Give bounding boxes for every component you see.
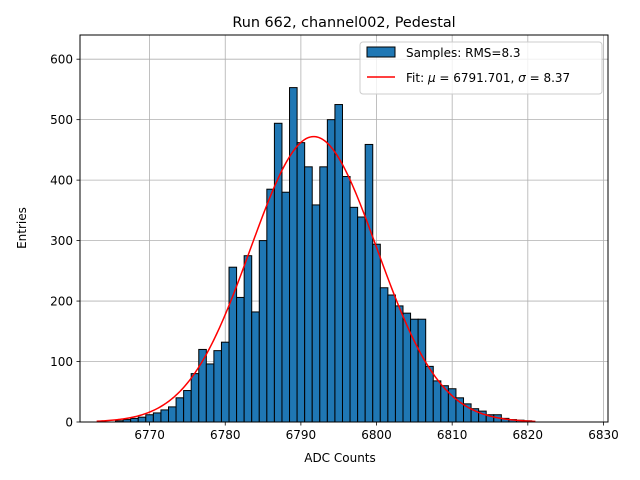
y-tick-label: 300 xyxy=(50,234,73,248)
gaussian-fit-curve xyxy=(96,135,536,423)
histogram-bar xyxy=(168,406,177,423)
y-tick-label: 400 xyxy=(50,173,73,187)
histogram-bar xyxy=(394,305,404,423)
histogram-bar xyxy=(349,206,359,423)
histogram-bar xyxy=(379,287,389,423)
histogram-bar xyxy=(417,318,427,423)
histogram-bar xyxy=(372,243,381,423)
histogram-bar xyxy=(296,142,306,423)
histogram-bar xyxy=(432,380,442,423)
x-axis-label: ADC Counts xyxy=(304,451,376,465)
y-tick-label: 200 xyxy=(50,294,73,308)
y-tick-label: 0 xyxy=(65,415,73,429)
x-axis-ticks: 6770 6780 6790 6800 6810 6820 6830 xyxy=(134,422,619,442)
y-axis-label: Entries xyxy=(15,207,29,249)
plot-frame xyxy=(79,34,609,423)
histogram-bar xyxy=(311,204,321,423)
mu-symbol: μ xyxy=(427,71,436,85)
x-tick-label: 6790 xyxy=(286,428,317,442)
legend: Samples: RMS=8.3 Fit: μ = 6791.701, σ = … xyxy=(359,41,603,95)
histogram-bar xyxy=(334,104,343,423)
legend-entry-fit: Fit: μ = 6791.701, σ = 8.37 xyxy=(406,71,570,85)
histogram-bar xyxy=(425,365,434,423)
legend-histogram-swatch xyxy=(366,46,396,58)
legend-entry-samples: Samples: RMS=8.3 xyxy=(406,46,521,60)
legend-box xyxy=(359,41,603,95)
histogram-bar xyxy=(145,414,154,423)
histogram-bar xyxy=(281,191,291,423)
histogram-bar xyxy=(387,294,396,423)
sigma-symbol: σ xyxy=(518,71,526,85)
histogram-bar xyxy=(304,166,313,423)
histogram-bar xyxy=(319,166,328,423)
histogram-bar xyxy=(220,341,230,423)
histogram-bar xyxy=(273,122,283,423)
x-tick-label: 6770 xyxy=(134,428,165,442)
histogram-bar xyxy=(289,87,298,423)
histogram-bar xyxy=(152,412,162,423)
histogram-bars xyxy=(115,87,533,423)
histogram-bar xyxy=(160,409,170,423)
histogram-bar xyxy=(364,143,374,423)
histogram-bar xyxy=(137,416,147,423)
y-tick-label: 100 xyxy=(50,355,73,369)
histogram-bar xyxy=(266,188,275,423)
x-tick-label: 6780 xyxy=(210,428,241,442)
histogram-bar xyxy=(190,373,200,423)
y-tick-label: 600 xyxy=(50,52,73,66)
histogram-bar xyxy=(130,417,139,423)
histogram-bar xyxy=(326,119,336,423)
chart-title: Run 662, channel002, Pedestal xyxy=(232,15,455,31)
histogram-bar xyxy=(341,175,351,423)
histogram-bar xyxy=(175,397,185,423)
histogram-bar xyxy=(213,350,222,423)
histogram-bar xyxy=(236,296,245,423)
x-tick-label: 6820 xyxy=(513,428,544,442)
y-tick-label: 500 xyxy=(50,113,73,127)
histogram-bar xyxy=(205,363,215,423)
histogram-bar xyxy=(357,216,366,423)
y-axis-ticks: 0 100 200 300 400 500 600 xyxy=(50,52,80,429)
histogram-bar xyxy=(183,390,192,423)
histogram-bar xyxy=(251,311,260,423)
x-tick-label: 6810 xyxy=(437,428,468,442)
x-tick-label: 6800 xyxy=(361,428,392,442)
histogram-bar xyxy=(243,255,253,423)
histogram-bar xyxy=(258,240,268,423)
x-tick-label: 6830 xyxy=(588,428,619,442)
